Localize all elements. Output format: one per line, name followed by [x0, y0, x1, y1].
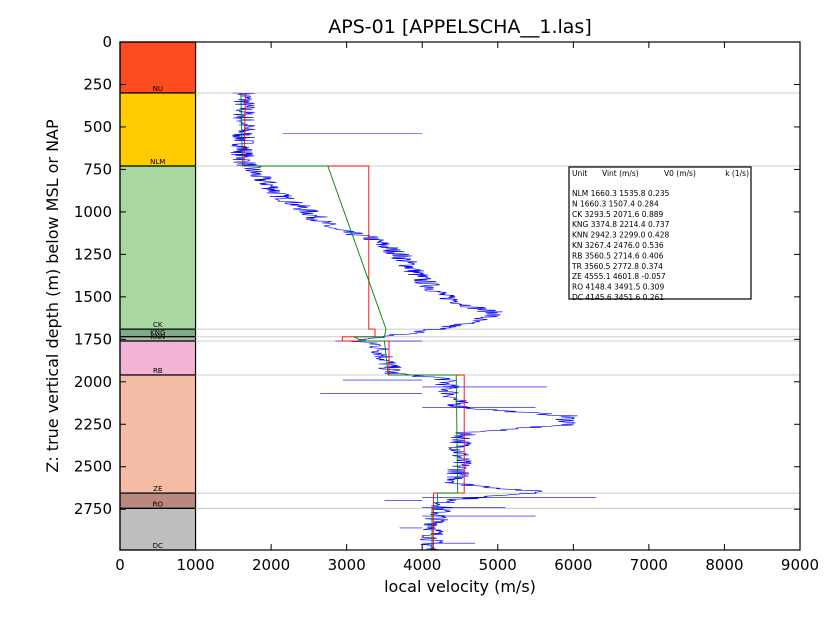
y-tick-label: 1750: [74, 330, 112, 348]
legend-row: N 1660.3 1507.4 0.284: [572, 199, 659, 208]
legend-header: k (1/s): [725, 169, 749, 178]
velocity-log-line: [230, 92, 578, 550]
unit-label-kng: KNG: [150, 329, 165, 337]
legend-row: KN 3267.4 2476.0 0.536: [572, 241, 664, 250]
x-tick-label: 3000: [328, 556, 366, 574]
y-tick-label: 1500: [74, 288, 112, 306]
x-tick-label: 7000: [630, 556, 668, 574]
x-tick-label: 2000: [252, 556, 290, 574]
unit-boundary-lines: [195, 92, 800, 509]
y-tick-label: 2000: [74, 373, 112, 391]
y-tick-label: 250: [83, 75, 112, 93]
y-axis-ticks: 0 250 500 750 1000 1250 1500 1750 2000 2250 2500 27…: [74, 33, 800, 518]
linear-velocity-line: [240, 92, 459, 550]
velocity-log-spikes: [282, 133, 596, 544]
legend-row: RO 4148.4 3491.5 0.309: [572, 283, 664, 292]
y-tick-label: 2750: [74, 500, 112, 518]
legend-header: Vint (m/s): [602, 169, 639, 178]
x-axis-ticks: 0 1000 2000 3000 4000 5000 6000 7000 8000 9000: [115, 42, 819, 574]
legend-box: [568, 166, 752, 300]
legend-header: Unit: [572, 169, 587, 178]
legend-header: V0 (m/s): [664, 169, 696, 178]
x-tick-label: 6000: [554, 556, 592, 574]
legend-row: NLM 1660.3 1535.8 0.235: [572, 189, 670, 198]
velocity-series: [230, 92, 596, 550]
y-axis-label: Z: true vertical depth (m) below MSL or …: [43, 119, 62, 473]
unit-label-knn: KNN: [150, 333, 165, 341]
y-tick-label: 2500: [74, 458, 112, 476]
unit-label-dc: DC: [153, 542, 163, 550]
unit-ck: [119, 165, 197, 330]
y-tick-label: 1000: [74, 203, 112, 221]
unit-label-rb: RB: [153, 367, 163, 375]
legend-row: DC 4145.6 3451.6 0.261: [572, 293, 664, 302]
x-tick-label: 8000: [705, 556, 743, 574]
y-tick-label: 0: [102, 33, 112, 51]
chart-title: APS-01 [APPELSCHA__1.las]: [328, 16, 591, 38]
unit-dc: [119, 507, 197, 551]
y-tick-label: 750: [83, 160, 112, 178]
x-tick-label: 0: [115, 556, 125, 574]
legend-row: TR 3560.5 2772.8 0.374: [571, 262, 663, 271]
legend-row: RB 3560.5 2714.6 0.406: [572, 251, 664, 260]
x-tick-label: 1000: [176, 556, 214, 574]
unit-label-ck: CK: [153, 321, 163, 329]
unit-label-nlm: NLM: [150, 158, 165, 166]
legend-row: KNN 2942.3 2299.0 0.428: [572, 231, 669, 240]
x-axis-label: local velocity (m/s): [384, 577, 536, 596]
unit-label-nu: NU: [153, 85, 163, 93]
x-tick-label: 4000: [403, 556, 441, 574]
y-tick-label: 1250: [74, 245, 112, 263]
plot-frame: [119, 41, 801, 551]
x-tick-label: 5000: [479, 556, 517, 574]
legend-row: ZE 4555.1 4601.8 -0.057: [572, 272, 666, 281]
legend-row: CK 3293.5 2071.6 0.889: [572, 210, 663, 219]
x-tick-label: 9000: [781, 556, 819, 574]
unit-label-ro: RO: [153, 500, 164, 508]
unit-nlm: [119, 92, 197, 167]
unit-nu: [119, 41, 197, 94]
interval-velocity-table: Unit Vint (m/s) V0 (m/s) k (1/s) NLM 1660.3 …: [568, 166, 752, 302]
interval-velocity-line: [243, 92, 465, 550]
y-tick-label: 2250: [74, 415, 112, 433]
y-tick-label: 500: [83, 118, 112, 136]
unit-ze: [119, 374, 197, 494]
legend-row: KNG 3374.8 2214.4 0.737: [572, 220, 670, 229]
unit-label-ze: ZE: [153, 485, 162, 493]
